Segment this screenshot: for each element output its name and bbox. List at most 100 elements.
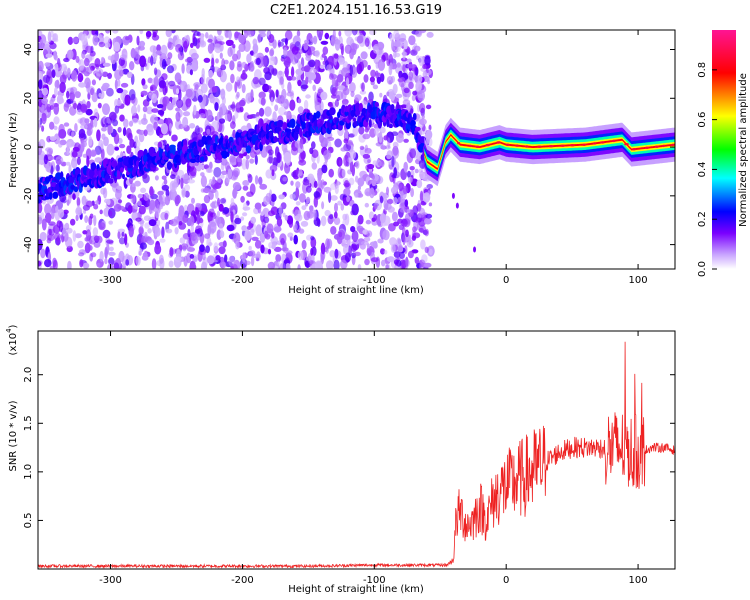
noise-cell <box>140 90 148 96</box>
noise-cell <box>67 36 74 46</box>
noise-cell <box>335 79 339 91</box>
signal-peak <box>612 139 616 143</box>
noise-cell <box>250 89 254 101</box>
noise-cell <box>340 203 345 211</box>
noise-cell <box>202 252 206 261</box>
noise-cell <box>84 242 91 254</box>
noise-cell <box>350 42 358 53</box>
noise-cell <box>254 202 262 210</box>
noise-cell <box>226 224 235 232</box>
noise-cell <box>149 45 157 53</box>
noise-cell <box>86 155 90 168</box>
noise-cell <box>150 189 154 196</box>
noise-cell <box>244 260 251 266</box>
signal-band-4 <box>424 132 675 172</box>
noise-cell <box>183 40 188 53</box>
noise-cell <box>366 230 373 238</box>
noise-cell <box>115 189 122 200</box>
noise-cell <box>156 104 164 109</box>
noise-cell <box>205 245 211 254</box>
noise-cell <box>374 127 379 136</box>
noise-cell <box>165 30 172 38</box>
noise-cell <box>175 111 181 122</box>
noise-cell <box>259 232 266 243</box>
ridge-cell <box>368 119 372 128</box>
noise-cell <box>302 178 310 186</box>
noise-cell <box>359 145 365 150</box>
ridge-cell <box>90 162 97 171</box>
noise-cell <box>219 52 223 59</box>
noise-cell <box>108 257 115 266</box>
noise-cell <box>379 195 384 204</box>
spectrogram-ytick-label: -20 <box>23 188 34 204</box>
noise-cell <box>221 170 228 175</box>
noise-cell <box>51 69 56 78</box>
noise-cell <box>280 202 287 210</box>
noise-cell <box>105 30 111 34</box>
noise-cell <box>307 46 316 52</box>
noise-cell <box>178 221 183 226</box>
noise-cell <box>335 90 344 101</box>
noise-cell <box>375 175 384 185</box>
noise-cell <box>426 31 434 38</box>
noise-cell <box>205 32 209 39</box>
noise-cell <box>153 76 159 87</box>
ridge-cell <box>374 101 379 107</box>
noise-cell <box>169 96 173 102</box>
noise-cell <box>283 111 291 116</box>
noise-cell <box>193 104 197 116</box>
noise-cell <box>283 56 291 68</box>
noise-cell <box>200 74 206 85</box>
noise-cell <box>237 79 242 89</box>
noise-cell <box>303 65 311 73</box>
noise-cell <box>160 123 168 135</box>
noise-cell <box>278 205 283 217</box>
noise-cell <box>92 227 99 237</box>
noise-cell <box>298 152 305 163</box>
noise-cell <box>76 197 81 207</box>
signal-peak <box>599 141 605 144</box>
noise-cell <box>240 195 245 203</box>
noise-cell <box>323 138 330 144</box>
noise-cell <box>208 242 213 246</box>
noise-cell <box>298 193 306 203</box>
snr-xlabel: Height of straight line (km) <box>288 584 424 595</box>
noise-cell <box>270 206 279 215</box>
noise-cell <box>58 208 65 218</box>
noise-cell <box>138 226 144 235</box>
noise-cell <box>97 33 103 45</box>
noise-cell <box>325 260 334 269</box>
noise-cell <box>38 216 43 225</box>
noise-cell <box>260 244 265 254</box>
noise-cell <box>351 30 358 36</box>
ridge-cell <box>276 119 284 128</box>
noise-cell <box>80 103 88 114</box>
noise-cell <box>108 251 116 256</box>
noise-cell <box>255 224 263 237</box>
noise-cell <box>354 94 362 102</box>
noise-cell <box>146 106 153 115</box>
noise-cell <box>350 90 355 98</box>
noise-cell <box>149 199 156 211</box>
noise-cell <box>85 66 93 75</box>
noise-cell <box>219 230 225 239</box>
noise-cell <box>144 222 150 229</box>
noise-cell <box>202 93 207 105</box>
noise-cell <box>386 91 390 97</box>
noise-cell <box>197 94 203 103</box>
noise-cell <box>97 102 102 109</box>
noise-cell <box>276 217 283 227</box>
noise-cell <box>338 231 343 238</box>
noise-cell <box>238 33 245 44</box>
spectrogram-ytick-label: -40 <box>23 236 34 252</box>
noise-cell <box>422 192 431 203</box>
noise-cell <box>362 153 371 159</box>
noise-cell <box>333 259 340 269</box>
ridge-cell <box>412 113 417 120</box>
signal-peak <box>582 143 586 146</box>
noise-cell <box>364 202 369 208</box>
noise-cell <box>254 239 262 249</box>
noise-cell <box>391 131 399 136</box>
noise-cell <box>421 254 428 263</box>
noise-cell <box>389 62 393 70</box>
